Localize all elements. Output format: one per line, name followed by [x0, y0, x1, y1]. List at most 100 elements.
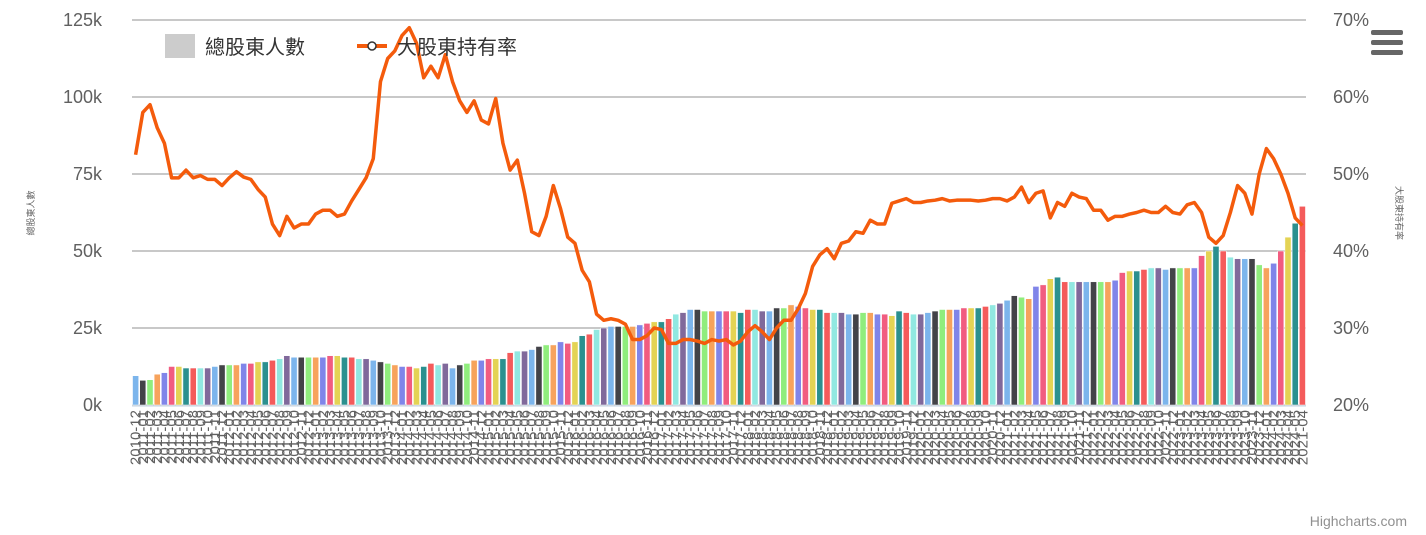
- bar[interactable]: [874, 313, 881, 406]
- bar[interactable]: [283, 355, 291, 406]
- bar[interactable]: [139, 380, 147, 406]
- bar[interactable]: [766, 310, 773, 406]
- bar[interactable]: [571, 341, 579, 406]
- bar[interactable]: [622, 326, 629, 406]
- bar[interactable]: [456, 364, 464, 406]
- bar[interactable]: [895, 310, 903, 406]
- bar[interactable]: [607, 326, 615, 406]
- bar[interactable]: [377, 361, 384, 406]
- bar[interactable]: [153, 373, 161, 406]
- bar[interactable]: [701, 310, 708, 406]
- bar[interactable]: [902, 312, 910, 406]
- bar[interactable]: [204, 367, 211, 406]
- bar[interactable]: [1104, 281, 1112, 406]
- bar[interactable]: [1155, 267, 1162, 406]
- bar[interactable]: [240, 363, 247, 406]
- bar[interactable]: [1183, 267, 1191, 406]
- bar[interactable]: [1212, 246, 1220, 406]
- bar[interactable]: [1083, 281, 1090, 406]
- bar[interactable]: [1176, 267, 1184, 406]
- bar[interactable]: [679, 312, 687, 406]
- bar[interactable]: [348, 357, 355, 406]
- bar[interactable]: [665, 318, 672, 406]
- bar[interactable]: [261, 361, 269, 406]
- bar[interactable]: [463, 363, 471, 406]
- bar[interactable]: [996, 303, 1004, 406]
- bar[interactable]: [211, 366, 219, 406]
- bar[interactable]: [578, 335, 586, 406]
- bar[interactable]: [521, 350, 528, 406]
- bar[interactable]: [910, 313, 917, 406]
- bar[interactable]: [845, 313, 852, 406]
- bar[interactable]: [1227, 256, 1234, 406]
- hamburger-menu-icon[interactable]: [1371, 28, 1403, 55]
- bar[interactable]: [341, 357, 348, 406]
- bar[interactable]: [1277, 250, 1285, 406]
- bar[interactable]: [1234, 258, 1241, 406]
- bar[interactable]: [686, 309, 694, 406]
- bar[interactable]: [247, 363, 255, 406]
- bar[interactable]: [442, 363, 449, 406]
- bar[interactable]: [982, 306, 989, 406]
- bar[interactable]: [189, 367, 197, 406]
- bar[interactable]: [593, 329, 600, 406]
- bar[interactable]: [168, 366, 175, 406]
- bar[interactable]: [787, 304, 795, 406]
- bar[interactable]: [506, 352, 514, 406]
- bar[interactable]: [535, 346, 543, 406]
- bar[interactable]: [1111, 280, 1119, 406]
- bar[interactable]: [1147, 267, 1155, 406]
- bar[interactable]: [708, 310, 716, 406]
- bar[interactable]: [780, 307, 788, 406]
- bar[interactable]: [384, 363, 392, 406]
- bar[interactable]: [1284, 236, 1292, 406]
- bar[interactable]: [550, 344, 557, 406]
- bar[interactable]: [492, 358, 500, 406]
- bar[interactable]: [312, 357, 319, 406]
- bar[interactable]: [225, 364, 233, 406]
- bar[interactable]: [960, 307, 968, 406]
- bar[interactable]: [758, 310, 766, 406]
- bar[interactable]: [233, 364, 240, 406]
- bar[interactable]: [967, 307, 975, 406]
- bar[interactable]: [888, 315, 896, 406]
- bar[interactable]: [737, 312, 744, 406]
- bar[interactable]: [1299, 206, 1306, 406]
- bar[interactable]: [1162, 269, 1169, 406]
- bar[interactable]: [614, 326, 622, 406]
- bar[interactable]: [946, 309, 953, 406]
- bar[interactable]: [276, 358, 283, 406]
- bar[interactable]: [830, 312, 838, 406]
- bar[interactable]: [730, 310, 737, 406]
- bar[interactable]: [1219, 250, 1227, 406]
- bar[interactable]: [499, 358, 507, 406]
- bar[interactable]: [391, 364, 399, 406]
- bar[interactable]: [485, 358, 492, 406]
- bar[interactable]: [1047, 278, 1054, 406]
- bar[interactable]: [859, 312, 867, 406]
- bar[interactable]: [161, 372, 168, 406]
- bar[interactable]: [1054, 276, 1061, 406]
- bar[interactable]: [953, 309, 960, 406]
- bar[interactable]: [1140, 269, 1148, 406]
- bar[interactable]: [297, 357, 305, 406]
- bar[interactable]: [1075, 281, 1083, 406]
- bar[interactable]: [564, 343, 572, 406]
- bar[interactable]: [974, 307, 982, 406]
- bar[interactable]: [1270, 263, 1277, 406]
- bar[interactable]: [362, 358, 370, 406]
- bar[interactable]: [1090, 281, 1097, 406]
- bar[interactable]: [866, 312, 874, 406]
- bar[interactable]: [542, 344, 550, 406]
- bar[interactable]: [146, 379, 154, 406]
- bar[interactable]: [398, 366, 406, 406]
- bar[interactable]: [478, 360, 485, 406]
- bar[interactable]: [643, 323, 651, 406]
- bar[interactable]: [420, 366, 428, 406]
- bar[interactable]: [629, 326, 636, 406]
- bar[interactable]: [938, 309, 946, 406]
- bar[interactable]: [326, 355, 334, 406]
- bar[interactable]: [1025, 298, 1033, 406]
- bar[interactable]: [823, 312, 831, 406]
- bar[interactable]: [1205, 250, 1213, 406]
